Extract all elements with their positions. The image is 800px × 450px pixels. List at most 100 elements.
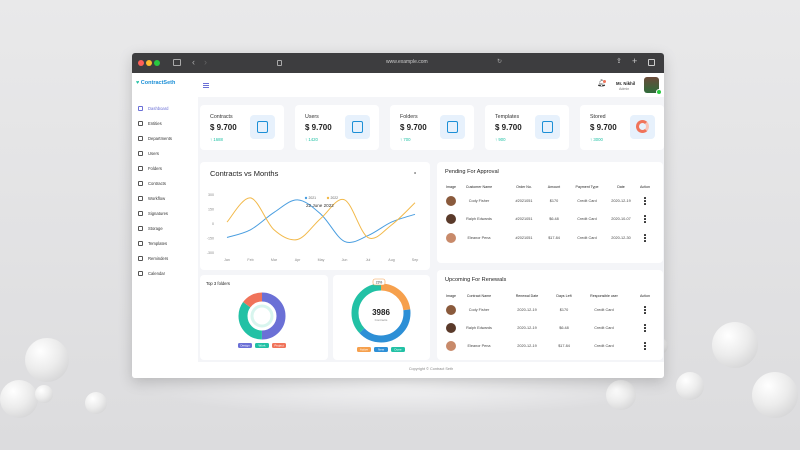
legend-pill: [357, 347, 371, 352]
share-button[interactable]: ⇪: [616, 58, 622, 65]
stat-title: Folders: [400, 114, 418, 120]
action-dot: [644, 324, 646, 326]
nav-item[interactable]: Users: [148, 151, 159, 156]
x-tick-label: Feb: [247, 258, 253, 262]
nav-item[interactable]: Entities: [148, 121, 162, 126]
table-cell: Credit Card: [594, 308, 614, 312]
legend-label: New: [378, 348, 385, 352]
folders-chart-panel: Top 3 folders Design Work Project: [200, 275, 328, 360]
y-tick-label: 300: [208, 193, 214, 197]
shield-icon: [277, 60, 282, 66]
table-cell: #2021051: [515, 199, 533, 203]
table-header: Image: [446, 185, 456, 189]
nav-item[interactable]: Dashboard: [148, 106, 169, 111]
legend-label: 2022: [331, 196, 339, 200]
line-chart-panel: Contracts vs Months ••• 300 150 0 -150 -300 Jan…: [200, 162, 430, 270]
usage-chart-panel: 23% 3986 Contracts Active New Done: [333, 275, 430, 360]
nav-icon: [138, 196, 143, 201]
minimize-button[interactable]: [146, 60, 152, 66]
nav-icon: [138, 241, 143, 246]
maximize-button[interactable]: [154, 60, 160, 66]
action-dot: [644, 345, 646, 347]
row-action[interactable]: [644, 324, 646, 332]
table-header: Action: [640, 185, 650, 189]
table-header: Action: [640, 294, 650, 298]
renewals-panel: Upcoming For Renewals Image Contract Name R…: [437, 270, 663, 360]
legend-label: Work: [259, 344, 266, 348]
user-role: Admin: [619, 87, 630, 91]
logo-text: ContractSeth: [140, 80, 176, 86]
row-action[interactable]: [644, 197, 646, 205]
donut-segment: [351, 283, 411, 343]
stat-value: $ 9.700: [400, 123, 427, 132]
nav-item[interactable]: Storage: [148, 226, 163, 231]
stat-title: Stored: [590, 114, 606, 120]
nav-item[interactable]: Contracts: [148, 181, 166, 186]
forward-button[interactable]: ›: [204, 57, 207, 67]
user-avatar[interactable]: [644, 77, 659, 93]
stat-card: Templates $ 9.700 ↑ 900: [485, 105, 569, 150]
action-dot: [644, 200, 646, 202]
url[interactable]: www.example.com: [386, 59, 428, 65]
stat-value: $ 9.700: [495, 123, 522, 132]
table-header: Image: [446, 294, 456, 298]
table-cell: 2020-12-19: [611, 199, 631, 203]
nav-icon: [138, 151, 143, 156]
table-cell: 2020-12-19: [517, 326, 537, 330]
table-cell: Cody Fisher: [468, 308, 490, 312]
sidebar-toggle[interactable]: [173, 59, 181, 66]
stat-icon: [535, 115, 560, 139]
nav-icon: [138, 121, 143, 126]
stat-card: Users $ 9.700 ↑ 1420: [295, 105, 379, 150]
center-label: Contracts: [375, 318, 388, 322]
table-title: Pending For Approval: [445, 169, 499, 175]
row-action[interactable]: [644, 342, 646, 350]
stat-icon-glyph: [257, 121, 268, 133]
user-name: Mr. Nikhil: [616, 81, 636, 86]
nav-item[interactable]: Folders: [148, 166, 162, 171]
sphere: [676, 372, 704, 400]
legend-label: Project: [274, 344, 284, 348]
table-cell: Credit Card: [577, 199, 597, 203]
action-dot: [644, 330, 646, 332]
nav-item[interactable]: Departments: [148, 136, 172, 141]
row-action[interactable]: [644, 306, 646, 314]
legend-pill: [272, 343, 286, 348]
back-button[interactable]: ‹: [192, 57, 195, 67]
x-tick-label: May: [318, 258, 325, 262]
x-tick-label: Sep: [412, 258, 418, 262]
nav-item[interactable]: Templates: [148, 241, 168, 246]
menu-button[interactable]: [203, 83, 209, 84]
title-bar: ‹ › www.example.com ↻ ⇪ +: [132, 53, 664, 73]
avatar: [446, 196, 456, 206]
action-dot: [644, 215, 646, 217]
nav-item[interactable]: Workflow: [148, 196, 166, 201]
reload-button[interactable]: ↻: [497, 59, 503, 65]
line-series: [226, 197, 416, 241]
tabs-button[interactable]: [648, 59, 655, 66]
x-tick-label: Apr: [295, 258, 301, 262]
new-tab-button[interactable]: +: [632, 56, 638, 66]
logo-mark: ♥: [136, 80, 140, 86]
x-tick-label: Jan: [224, 258, 230, 262]
nav-item[interactable]: Calendar: [148, 271, 165, 276]
table-title: Upcoming For Renewals: [445, 277, 507, 283]
stat-icon: [250, 115, 275, 139]
logo[interactable]: ♥ ContractSeth: [136, 80, 175, 86]
action-dot: [644, 240, 646, 242]
nav-icon: [138, 166, 143, 171]
table-header: Responsible user: [590, 294, 618, 298]
close-button[interactable]: [138, 60, 144, 66]
legend-label: 2021: [309, 196, 317, 200]
nav-item[interactable]: Signatures: [148, 211, 169, 216]
row-action[interactable]: [644, 234, 646, 242]
table-cell: $6.48: [549, 217, 559, 221]
nav-item[interactable]: Reminders: [148, 256, 169, 261]
row-action[interactable]: [644, 215, 646, 223]
nav-icon: [138, 136, 143, 141]
table-cell: Eleanor Pena: [467, 344, 491, 348]
nav-icon: [138, 211, 143, 216]
notification-bell[interactable]: 🔔︎: [597, 80, 606, 87]
table-cell: 2020-12-19: [517, 308, 537, 312]
legend-pill: [374, 347, 388, 352]
